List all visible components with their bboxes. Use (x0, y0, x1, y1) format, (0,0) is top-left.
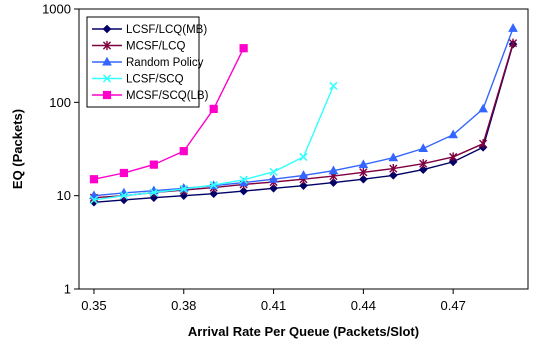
data-point (448, 157, 458, 167)
legend-label: LCSF/LCQ(MB) (126, 24, 207, 36)
x-tick-label: 0.47 (441, 298, 466, 313)
data-point (388, 152, 399, 162)
series-3 (89, 81, 338, 205)
y-axis: 1 10 100 1000 (42, 2, 79, 297)
data-point (478, 103, 488, 113)
y-tick-label: 100 (49, 95, 71, 110)
data-point (209, 180, 218, 190)
data-point (239, 44, 248, 53)
legend-entry: LCSF/LCQ(MB) (92, 24, 207, 36)
legend-marker (102, 90, 112, 100)
x-tick-label: 0.41 (261, 298, 286, 313)
legend-marker (102, 24, 112, 34)
data-point (179, 184, 188, 194)
data-point (479, 139, 488, 149)
data-point (508, 23, 518, 32)
data-point (89, 190, 99, 200)
data-point (388, 171, 398, 180)
data-point (448, 129, 459, 139)
series-group (89, 23, 518, 207)
x-tick-label: 0.35 (81, 298, 106, 313)
data-point (449, 152, 458, 162)
data-point (418, 165, 428, 174)
series-4 (89, 44, 248, 184)
y-tick-label: 1000 (42, 2, 71, 17)
data-point (418, 143, 429, 153)
data-point (209, 104, 218, 114)
series-line (93, 47, 245, 180)
data-point (359, 174, 368, 184)
legend-marker (102, 74, 112, 83)
data-point (359, 167, 368, 177)
y-axis-title: EQ (Packets) (10, 109, 25, 189)
data-point (268, 174, 279, 183)
data-point (358, 159, 369, 169)
legend-label: MCSF/LCQ (126, 41, 185, 53)
data-point (89, 195, 99, 205)
data-point (89, 175, 99, 184)
data-point (209, 189, 219, 198)
data-point (329, 81, 338, 91)
y-tick-label: 10 (57, 188, 71, 203)
x-axis: 0.35 0.38 0.41 0.44 0.47 (81, 289, 466, 313)
legend-label: LCSF/SCQ (126, 74, 184, 86)
data-point (149, 193, 159, 203)
data-point (239, 186, 248, 196)
data-point (269, 183, 278, 193)
data-point (269, 167, 278, 176)
legend-entry: LCSF/SCQ (92, 74, 184, 86)
legend-entry: Random Policy (92, 56, 204, 69)
legend-marker (102, 40, 112, 51)
legend-label: MCSF/SCQ(LB) (126, 90, 209, 102)
data-point (419, 159, 428, 169)
y-tick-label: 1 (64, 282, 71, 297)
legend-label: Random Policy (126, 57, 204, 69)
legend: LCSF/LCQ(MB) MCSF/LCQ Random Policy LCSF/SC… (86, 16, 209, 108)
data-point (179, 147, 188, 156)
data-point (239, 175, 248, 184)
data-point (299, 181, 308, 190)
data-point (299, 152, 308, 162)
data-point (298, 170, 309, 179)
data-point (179, 191, 189, 200)
data-point (149, 188, 158, 197)
data-point (508, 38, 518, 48)
legend-entry: MCSF/LCQ (92, 41, 185, 53)
data-point (329, 178, 338, 187)
legend-marker (102, 56, 112, 66)
data-point (389, 163, 398, 174)
x-tick-label: 0.38 (171, 298, 196, 313)
x-tick-label: 0.44 (351, 298, 376, 313)
data-point (149, 160, 158, 169)
data-point (119, 191, 129, 200)
data-point (119, 168, 129, 178)
x-axis-title: Arrival Rate Per Queue (Packets/Slot) (188, 324, 419, 339)
legend-entry: MCSF/SCQ(LB) (92, 90, 209, 102)
data-point (328, 165, 339, 175)
